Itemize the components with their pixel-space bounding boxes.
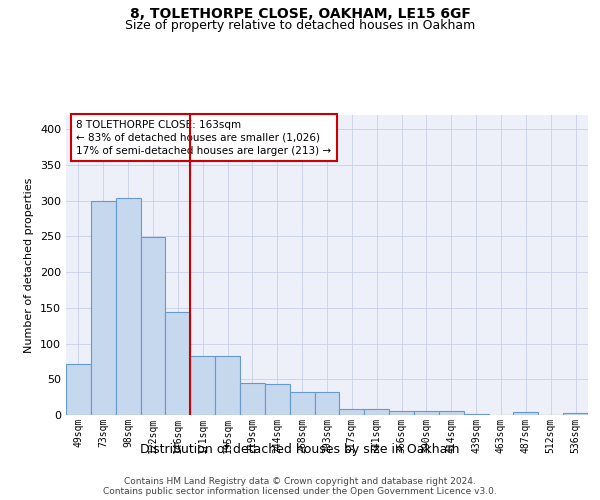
Bar: [116, 198, 140, 415]
Bar: [514, 412, 538, 415]
Bar: [389, 410, 414, 415]
Bar: [364, 410, 389, 415]
Text: 8 TOLETHORPE CLOSE: 163sqm
← 83% of detached houses are smaller (1,026)
17% of s: 8 TOLETHORPE CLOSE: 163sqm ← 83% of deta…: [76, 120, 332, 156]
Y-axis label: Number of detached properties: Number of detached properties: [25, 178, 34, 352]
Bar: [464, 414, 488, 415]
Bar: [314, 392, 340, 415]
Text: Distribution of detached houses by size in Oakham: Distribution of detached houses by size …: [140, 442, 460, 456]
Bar: [215, 356, 240, 415]
Bar: [166, 312, 190, 415]
Text: Contains HM Land Registry data © Crown copyright and database right 2024.: Contains HM Land Registry data © Crown c…: [124, 478, 476, 486]
Text: 8, TOLETHORPE CLOSE, OAKHAM, LE15 6GF: 8, TOLETHORPE CLOSE, OAKHAM, LE15 6GF: [130, 8, 470, 22]
Bar: [340, 410, 364, 415]
Bar: [66, 364, 91, 415]
Bar: [265, 384, 290, 415]
Bar: [563, 413, 588, 415]
Bar: [290, 392, 314, 415]
Bar: [414, 410, 439, 415]
Bar: [140, 237, 166, 415]
Bar: [190, 356, 215, 415]
Bar: [439, 410, 464, 415]
Bar: [240, 383, 265, 415]
Text: Size of property relative to detached houses in Oakham: Size of property relative to detached ho…: [125, 18, 475, 32]
Bar: [91, 200, 116, 415]
Text: Contains public sector information licensed under the Open Government Licence v3: Contains public sector information licen…: [103, 488, 497, 496]
